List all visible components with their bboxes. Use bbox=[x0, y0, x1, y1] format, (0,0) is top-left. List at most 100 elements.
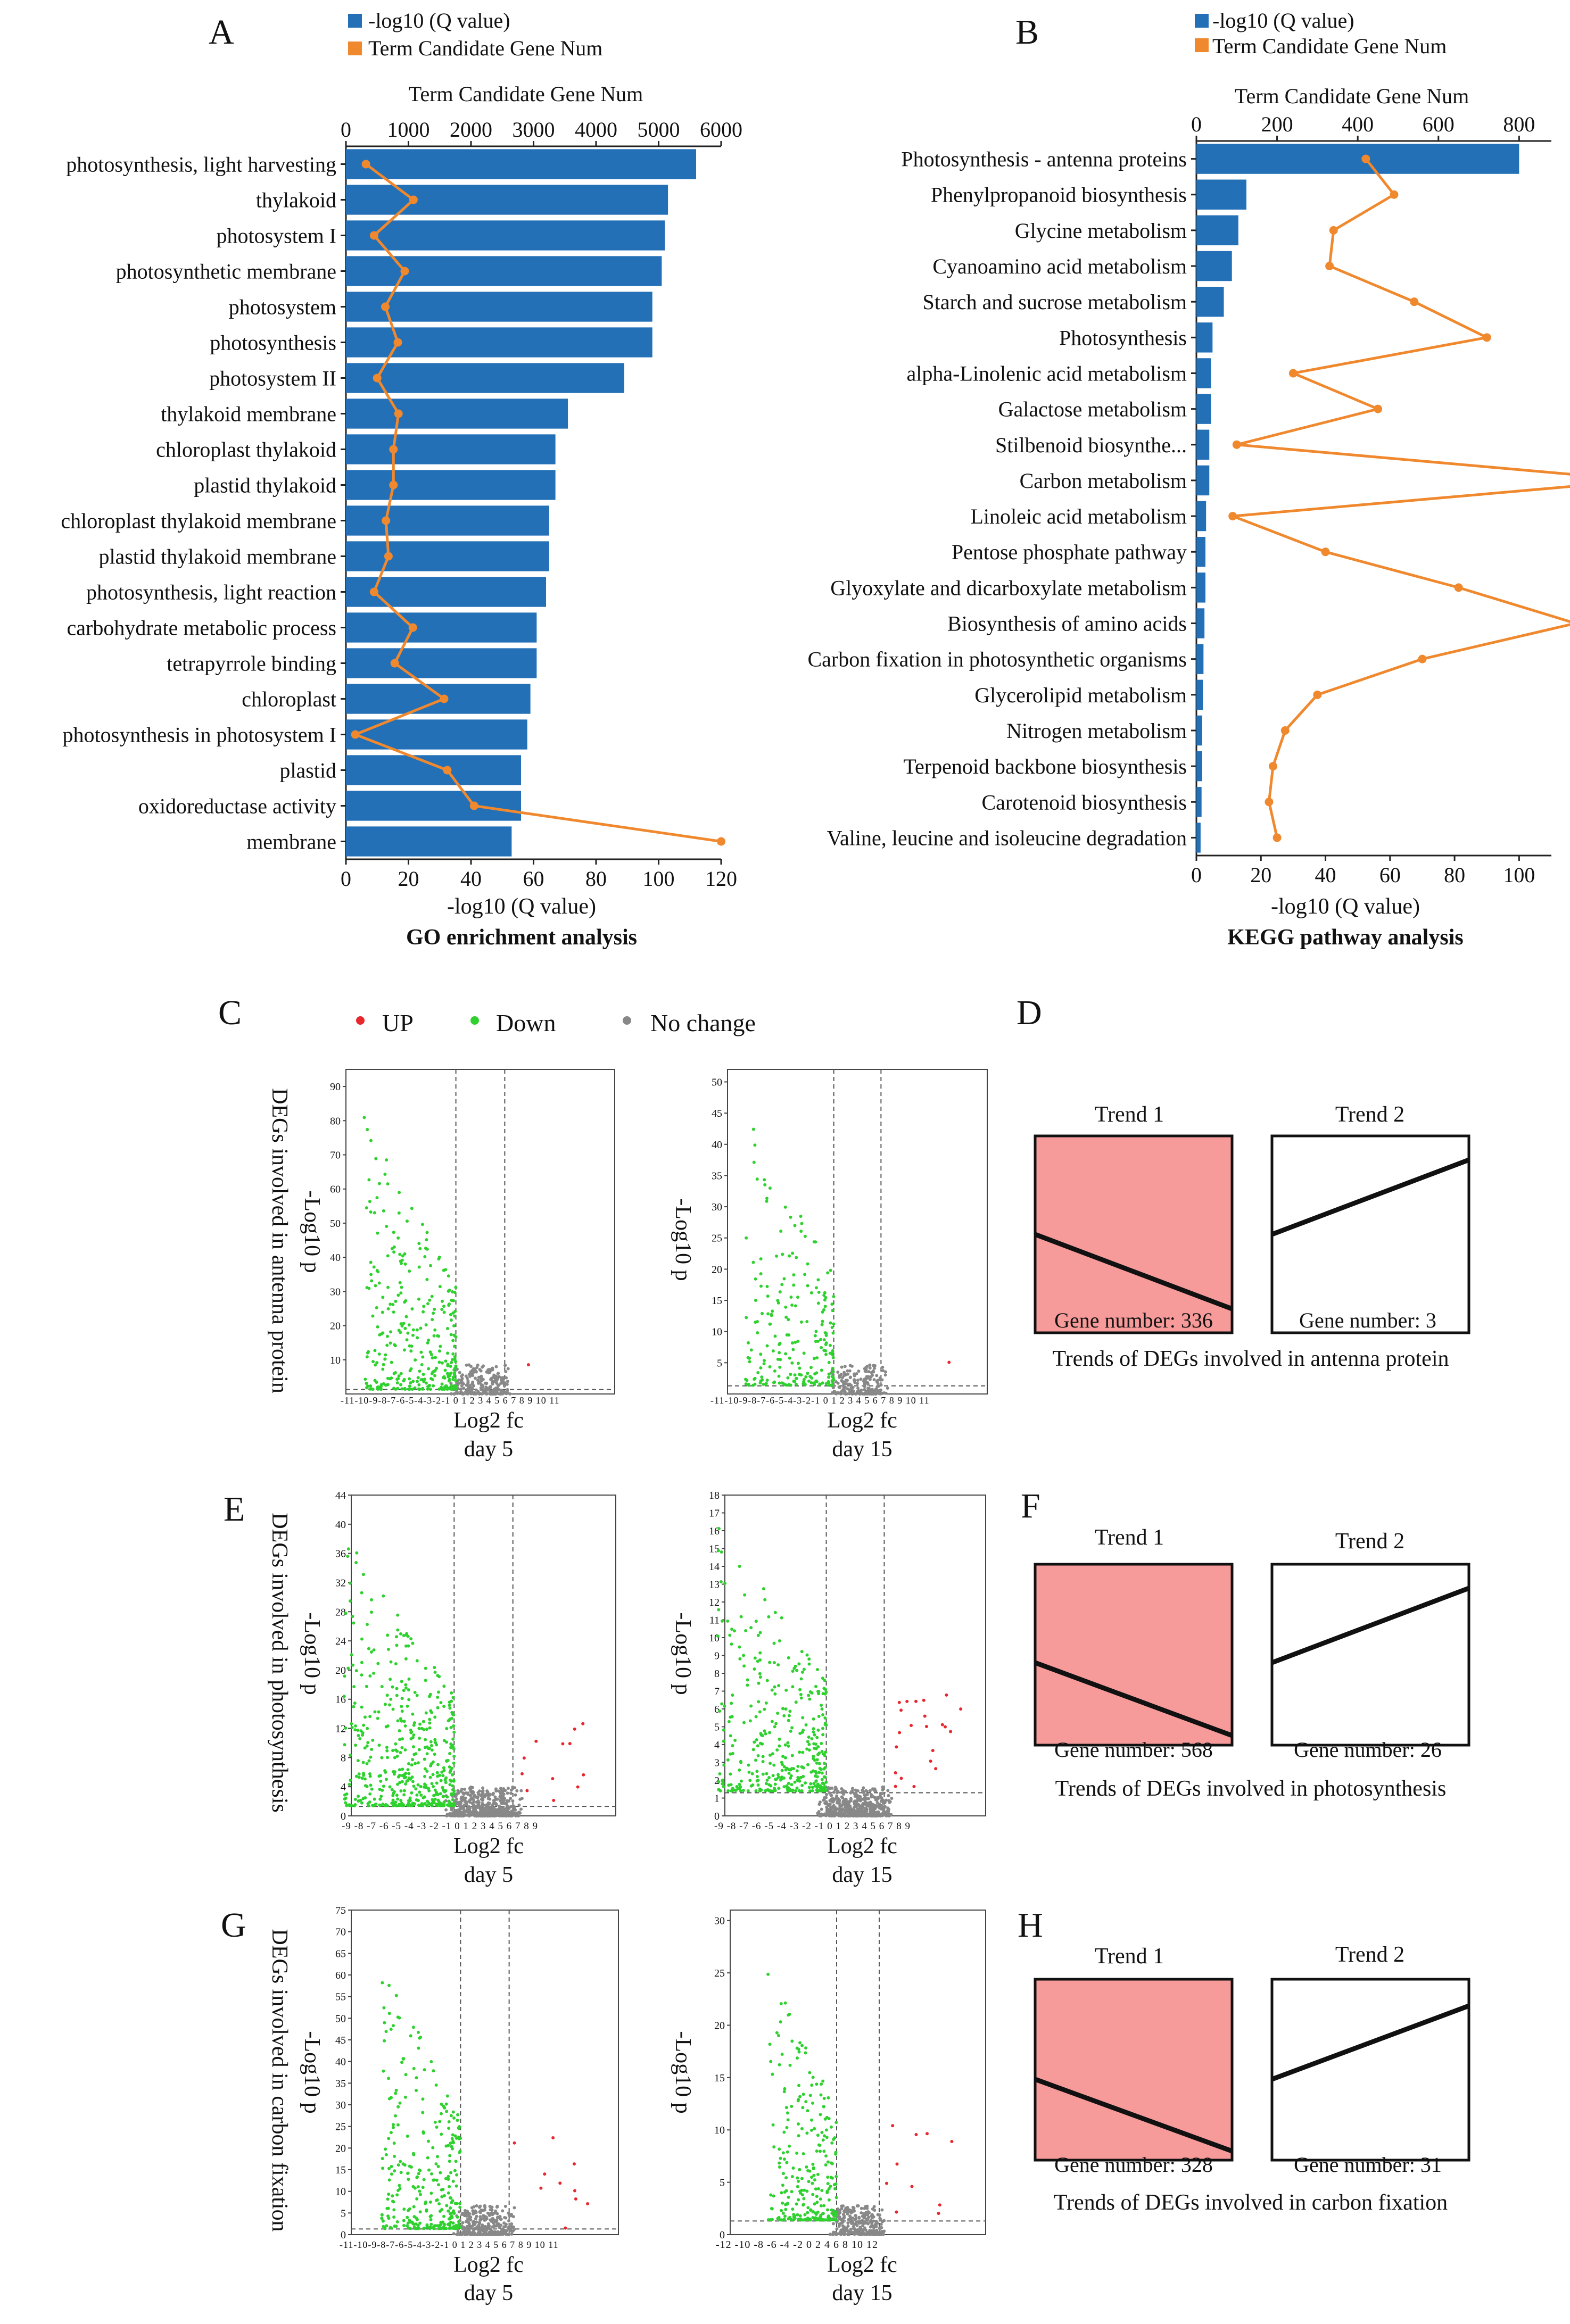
volcano-xtick-labels: -11-10-9-8-7-6-5-4-3-2-1 0 1 2 3 4 5 6 7… bbox=[340, 2239, 559, 2250]
volcano-point-down bbox=[807, 1742, 811, 1746]
volcano-point-down bbox=[829, 1383, 833, 1387]
volcano-point-down bbox=[756, 1371, 760, 1374]
volcano-point-nochange bbox=[481, 1805, 485, 1809]
volcano-point-nochange bbox=[853, 2227, 856, 2230]
volcano-point-down bbox=[819, 2204, 823, 2207]
volcano-point-down bbox=[800, 1670, 804, 1674]
volcano-point-down bbox=[759, 1379, 763, 1383]
volcano-point-down bbox=[773, 1380, 776, 1384]
volcano-point-down bbox=[435, 1743, 439, 1747]
volcano-point-up bbox=[897, 1700, 901, 1704]
volcano-ytick-label: 20 bbox=[335, 2143, 346, 2154]
volcano-point-nochange bbox=[846, 1387, 849, 1391]
volcano-point-down bbox=[396, 1236, 400, 1240]
volcano-point-nochange bbox=[842, 1801, 846, 1805]
volcano-point-down bbox=[386, 1254, 390, 1258]
volcano-point-down bbox=[390, 1247, 394, 1250]
volcano-point-down bbox=[452, 2116, 456, 2120]
volcano-point-nochange bbox=[493, 1795, 497, 1799]
volcano-point-nochange bbox=[878, 1806, 881, 1810]
volcano-point-down bbox=[384, 1383, 388, 1387]
kegg-bar bbox=[1196, 251, 1232, 281]
volcano-point-down bbox=[379, 1795, 383, 1798]
volcano-point-down bbox=[824, 1382, 828, 1385]
volcano-point-down bbox=[407, 1772, 411, 1775]
volcano-point-down bbox=[429, 1744, 433, 1747]
volcano-point-down bbox=[417, 1387, 421, 1391]
volcano-point-nochange bbox=[481, 1790, 484, 1794]
volcano-point-down bbox=[392, 2208, 396, 2212]
volcano-point-nochange bbox=[863, 1796, 867, 1799]
volcano-point-down bbox=[434, 2083, 438, 2087]
volcano-point-nochange bbox=[461, 2212, 465, 2215]
volcano-point-nochange bbox=[867, 1813, 871, 1816]
volcano-point-down bbox=[798, 1688, 802, 1691]
volcano-point-down bbox=[428, 1298, 432, 1302]
go-bar bbox=[346, 434, 556, 464]
volcano-point-nochange bbox=[870, 1795, 873, 1799]
volcano-point-down bbox=[812, 2173, 816, 2177]
volcano-point-down bbox=[418, 1790, 422, 1794]
volcano-point-down bbox=[368, 1715, 372, 1719]
volcano-point-up bbox=[938, 2203, 941, 2207]
volcano-point-down bbox=[434, 1803, 438, 1807]
kegg-gene-num-point bbox=[1454, 583, 1463, 592]
volcano-point-down bbox=[717, 1608, 721, 1612]
volcano-point-down bbox=[404, 1644, 408, 1648]
volcano-point-down bbox=[797, 2050, 801, 2054]
volcano-point-down bbox=[766, 1972, 770, 1976]
volcano-point-down bbox=[369, 1650, 373, 1654]
volcano-point-down bbox=[811, 2210, 815, 2214]
volcano-point-down bbox=[365, 1355, 369, 1359]
volcano-point-nochange bbox=[865, 1376, 869, 1380]
volcano-point-down bbox=[425, 1728, 428, 1731]
volcano-point-nochange bbox=[886, 1387, 889, 1390]
volcano-point-down bbox=[797, 2047, 800, 2051]
volcano-point-nochange bbox=[457, 2210, 461, 2214]
volcano-point-down bbox=[433, 1370, 436, 1373]
volcano-point-down bbox=[776, 1773, 780, 1777]
volcano-point-down bbox=[783, 1205, 787, 1209]
volcano-point-up bbox=[894, 1771, 897, 1774]
volcano-point-up bbox=[551, 1777, 555, 1781]
volcano-point-down bbox=[728, 1633, 732, 1637]
volcano-point-down bbox=[420, 1363, 424, 1367]
volcano-point-down bbox=[397, 1374, 401, 1378]
volcano-point-nochange bbox=[863, 2215, 866, 2219]
volcano-point-down bbox=[406, 1331, 410, 1335]
kegg-bar bbox=[1196, 179, 1246, 210]
volcano-point-down bbox=[381, 2157, 384, 2161]
volcano-point-down bbox=[726, 1758, 730, 1762]
volcano-point-nochange bbox=[507, 2219, 511, 2223]
volcano-point-nochange bbox=[850, 2210, 854, 2214]
volcano-point-nochange bbox=[474, 1808, 477, 1812]
volcano-point-down bbox=[446, 1758, 450, 1762]
volcano-point-nochange bbox=[469, 1370, 473, 1374]
volcano-point-nochange bbox=[495, 1389, 499, 1393]
volcano-point-down bbox=[781, 1252, 784, 1256]
volcano-point-up bbox=[910, 1724, 913, 1728]
volcano-point-nochange bbox=[881, 1369, 885, 1373]
legend-down-dot bbox=[470, 1016, 479, 1025]
volcano-point-down bbox=[742, 1654, 746, 1657]
volcano-point-down bbox=[415, 2218, 419, 2221]
volcano-point-down bbox=[824, 1334, 828, 1338]
volcano-point-down bbox=[432, 1312, 435, 1315]
volcano-point-down bbox=[822, 2096, 826, 2100]
volcano-point-down bbox=[402, 1689, 406, 1692]
volcano-point-down bbox=[389, 2131, 393, 2135]
volcano-point-down bbox=[349, 1753, 352, 1757]
volcano-point-nochange bbox=[842, 2232, 846, 2236]
volcano-point-nochange bbox=[472, 1384, 476, 1388]
volcano-point-down bbox=[811, 2076, 815, 2079]
volcano-point-down bbox=[410, 1344, 414, 1348]
volcano-point-nochange bbox=[449, 1392, 453, 1396]
volcano-xlabel: Log2 fc bbox=[827, 1408, 897, 1433]
volcano-point-down bbox=[442, 1310, 446, 1314]
volcano-point-nochange bbox=[485, 1382, 489, 1385]
volcano-point-down bbox=[440, 2102, 443, 2106]
volcano-point-down bbox=[755, 1177, 759, 1181]
volcano-point-nochange bbox=[839, 1810, 842, 1813]
volcano-point-down bbox=[746, 1678, 749, 1682]
go-x2tick-label: 2000 bbox=[450, 118, 492, 142]
